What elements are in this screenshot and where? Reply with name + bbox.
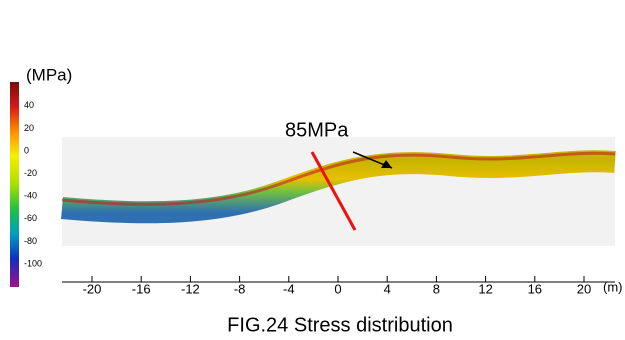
x-tick-label: -8 xyxy=(234,281,246,296)
x-tick-label: -4 xyxy=(283,281,295,296)
colorbar-tick-label: 0 xyxy=(24,145,29,155)
colorbar-tick-label: -20 xyxy=(24,168,37,178)
x-tick-label: 0 xyxy=(334,281,341,296)
x-tick-label: 16 xyxy=(528,281,542,296)
background-panel xyxy=(62,137,615,246)
x-tick-label: 12 xyxy=(478,281,492,296)
x-tick-label: 8 xyxy=(433,281,440,296)
x-tick-label: -12 xyxy=(181,281,200,296)
colorbar-unit: (MPa) xyxy=(26,65,72,84)
colorbar xyxy=(10,82,19,287)
x-tick-label: -20 xyxy=(83,281,102,296)
x-tick-label: 20 xyxy=(577,281,591,296)
colorbar-tick-label: -80 xyxy=(24,236,37,246)
annotation: 85MPa xyxy=(285,119,349,141)
figure: (MPa) 85MPa (m) FIG.24 Stress distributi… xyxy=(0,0,625,340)
x-axis-unit: (m) xyxy=(603,279,623,294)
x-tick-label: 4 xyxy=(384,281,391,296)
colorbar-tick-label: -100 xyxy=(24,258,42,268)
colorbar-tick-label: 20 xyxy=(24,123,34,133)
x-tick-label: -16 xyxy=(132,281,151,296)
colorbar-tick-label: 40 xyxy=(24,100,34,110)
colorbar-tick-label: -40 xyxy=(24,191,37,201)
colorbar-tick-label: -60 xyxy=(24,213,37,223)
caption: FIG.24 Stress distribution xyxy=(227,314,453,336)
